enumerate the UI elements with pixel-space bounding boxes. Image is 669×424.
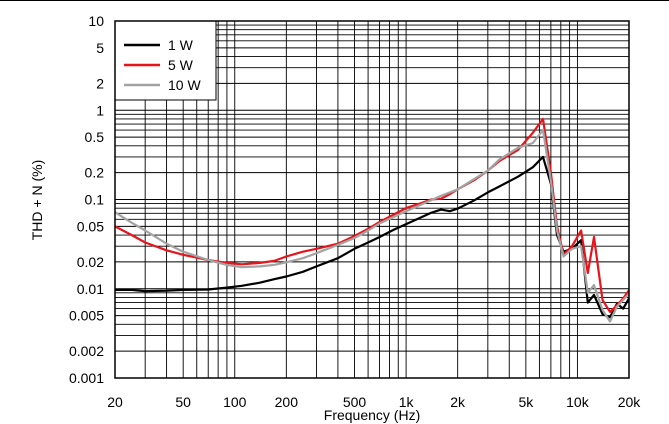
grid xyxy=(114,21,630,378)
series-line-5w xyxy=(114,117,630,313)
y-tick-label: 0.1 xyxy=(85,192,105,208)
x-tick-label: 20k xyxy=(618,394,642,410)
series-line-10w xyxy=(114,129,630,323)
y-tick-label: 0.005 xyxy=(69,308,104,324)
x-axis-ticks: 20 50 100 200 500 1k 2k 5k 10k 20k xyxy=(107,394,641,410)
y-tick-label: 0.002 xyxy=(69,343,104,359)
y-tick-label: 5 xyxy=(96,40,104,56)
y-tick-label: 0.05 xyxy=(77,218,104,234)
x-tick-label: 2k xyxy=(450,394,466,410)
x-tick-label: 10k xyxy=(566,394,590,410)
y-tick-label: 0.01 xyxy=(77,281,104,297)
y-tick-label: 0.001 xyxy=(69,370,104,386)
x-axis-label: Frequency (Hz) xyxy=(324,407,420,423)
y-tick-label: 0.2 xyxy=(85,165,105,181)
top-rule xyxy=(0,0,669,1)
x-tick-label: 1k xyxy=(399,394,415,410)
plot-frame xyxy=(114,20,630,379)
legend-box xyxy=(114,20,217,101)
legend-label: 10 W xyxy=(168,77,201,93)
y-tick-label: 0.5 xyxy=(85,129,105,145)
x-tick-label: 200 xyxy=(275,394,299,410)
x-tick-label: 100 xyxy=(223,394,247,410)
y-tick-label: 0.02 xyxy=(77,254,104,270)
legend-label: 1 W xyxy=(168,37,194,53)
y-tick-label: 10 xyxy=(88,13,104,29)
x-tick-label: 500 xyxy=(343,394,367,410)
y-axis-ticks: 10 5 2 1 0.5 0.2 0.1 0.05 0.02 0.01 0.005 0.002 0.00… xyxy=(69,13,104,386)
legend: 1 W 5 W 10 W xyxy=(114,20,217,101)
y-axis-label: THD + N (%) xyxy=(29,160,45,241)
x-tick-label: 50 xyxy=(175,394,191,410)
y-tick-label: 1 xyxy=(96,102,104,118)
legend-label: 5 W xyxy=(168,57,194,73)
series-group xyxy=(114,117,630,323)
x-tick-label: 5k xyxy=(518,394,534,410)
x-tick-label: 20 xyxy=(107,394,123,410)
y-tick-label: 2 xyxy=(96,75,104,91)
